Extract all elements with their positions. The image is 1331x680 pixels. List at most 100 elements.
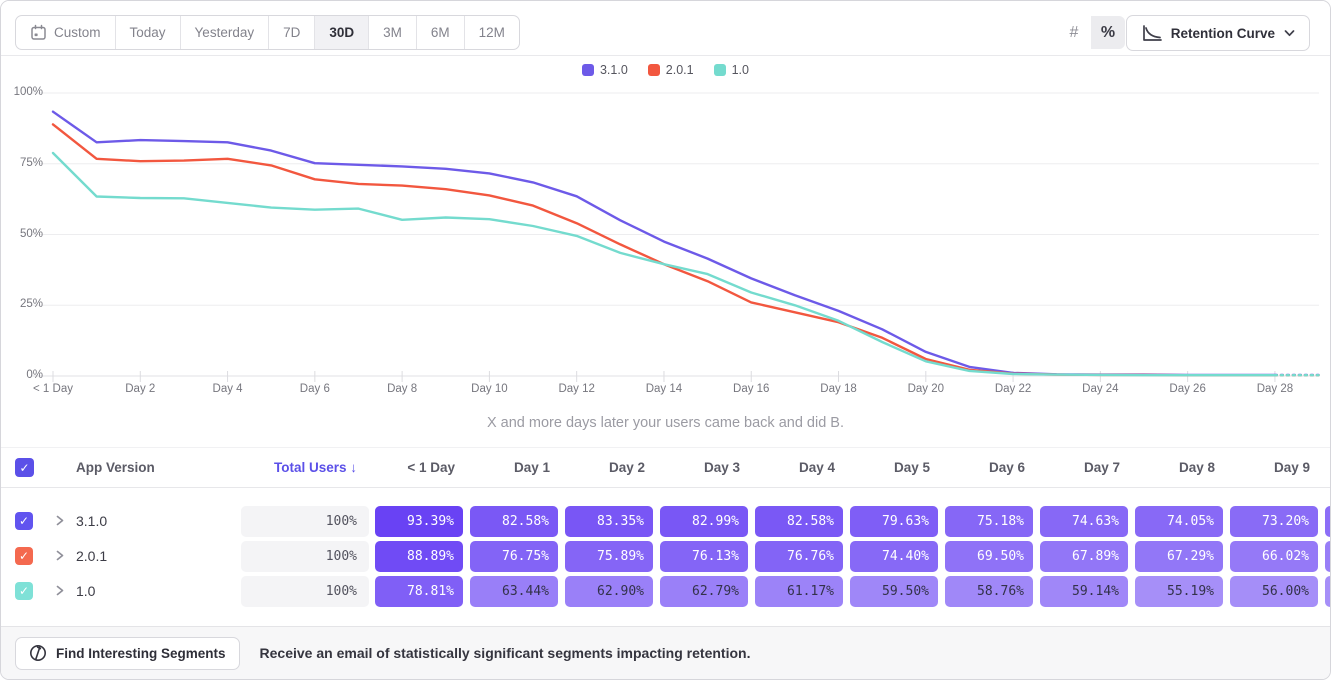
column-header-day-2[interactable]: Day 2 (608, 460, 645, 475)
retention-cell[interactable]: 93.39% (375, 506, 463, 537)
legend-item-1.0[interactable]: 1.0 (713, 63, 749, 77)
retention-cell[interactable]: 78.81% (375, 576, 463, 607)
retention-cell[interactable]: 83.35% (565, 506, 653, 537)
select-all-checkbox[interactable]: ✓ (15, 458, 34, 477)
column-header-day-6[interactable]: Day 6 (988, 460, 1025, 475)
x-axis-tick-label: Day 12 (558, 383, 595, 395)
column-header-day-1[interactable]: Day 1 (513, 460, 550, 475)
column-header-day-4[interactable]: Day 4 (798, 460, 835, 475)
range-3m[interactable]: 3M (369, 16, 417, 49)
table-row-3.1.0: ✓ 3.1.0 100% 93.39% 82.58% 83.35% 82.99% 82.58%… (1, 506, 1330, 537)
column-header-day-9[interactable]: Day 9 (1273, 460, 1310, 475)
find-interesting-segments-button[interactable]: Find Interesting Segments (15, 636, 240, 670)
legend-swatch (647, 64, 660, 76)
range-label: 3M (383, 25, 402, 40)
retention-cell[interactable]: 82.99% (660, 506, 748, 537)
range-today[interactable]: Today (116, 16, 181, 49)
retention-cell[interactable]: 63.80% (1325, 541, 1330, 572)
range-12m[interactable]: 12M (465, 16, 519, 49)
retention-cell[interactable]: 56.00% (1230, 576, 1318, 607)
retention-cell[interactable]: 62.79% (660, 576, 748, 607)
series-line-1.0 (51, 151, 1277, 377)
retention-cell[interactable]: 74.05% (1135, 506, 1223, 537)
legend-swatch (581, 64, 594, 76)
retention-cell[interactable]: 66.02% (1230, 541, 1318, 572)
retention-cell[interactable]: 62.90% (565, 576, 653, 607)
range-label: 6M (430, 25, 450, 40)
retention-table: ✓ App Version Total Users ↓ < 1 Day Day 1… (1, 447, 1330, 612)
retention-cell[interactable]: 88.89% (375, 541, 463, 572)
legend-label: 1.0 (731, 63, 749, 77)
chart-legend: 3.1.0 2.0.1 1.0 (1, 63, 1330, 77)
range-yesterday[interactable]: Yesterday (181, 16, 270, 49)
retention-chart (31, 92, 1320, 382)
series-line-2.0.1 (51, 123, 1277, 377)
retention-cell[interactable]: 74.63% (1040, 506, 1128, 537)
range-label: Custom (54, 25, 101, 40)
table-row-1.0: ✓ 1.0 100% 78.81% 63.44% 62.90% 62.79% 61.17% 59… (1, 576, 1330, 607)
retention-cell[interactable]: 67.29% (1135, 541, 1223, 572)
retention-cell[interactable]: 59.14% (1040, 576, 1128, 607)
legend-item-2.0.1[interactable]: 2.0.1 (647, 63, 694, 77)
chart-type-dropdown[interactable]: Retention Curve (1125, 15, 1310, 51)
retention-cell[interactable]: 73.20% (1230, 506, 1318, 537)
y-axis-tick-label: 0% (26, 369, 43, 381)
retention-cell[interactable]: 75.89% (565, 541, 653, 572)
retention-cell[interactable]: 63.44% (470, 576, 558, 607)
calendar-icon (30, 24, 47, 41)
range-7d[interactable]: 7D (269, 16, 316, 49)
total-users-cell: 100% (241, 541, 369, 572)
range-label: 12M (478, 25, 505, 40)
expand-chevron-icon[interactable] (53, 584, 66, 602)
retention-cell[interactable]: 71.60% (1325, 506, 1330, 537)
retention-cell[interactable]: 55.40% (1325, 576, 1330, 607)
retention-cell[interactable]: 55.19% (1135, 576, 1223, 607)
toolbar: Custom Today Yesterday 7D 30D 3M 6M 12M #% Rete… (1, 1, 1330, 56)
retention-cell[interactable]: 82.58% (755, 506, 843, 537)
column-header-day-3[interactable]: Day 3 (703, 460, 740, 475)
column-header-1-day[interactable]: < 1 Day (407, 460, 455, 475)
range-custom[interactable]: Custom (16, 16, 116, 49)
segments-button-label: Find Interesting Segments (56, 645, 226, 661)
row-checkbox-1.0[interactable]: ✓ (15, 582, 33, 600)
range-label: 7D (283, 25, 301, 40)
retention-cell[interactable]: 79.63% (850, 506, 938, 537)
x-axis-tick-label: Day 10 (471, 383, 508, 395)
column-header-day-8[interactable]: Day 8 (1178, 460, 1215, 475)
x-axis-tick-label: Day 6 (299, 383, 330, 395)
row-checkbox-3.1.0[interactable]: ✓ (15, 512, 33, 530)
expand-chevron-icon[interactable] (53, 514, 66, 532)
y-axis-tick-label: 100% (13, 86, 43, 98)
legend-item-3.1.0[interactable]: 3.1.0 (581, 63, 628, 77)
column-header-day-5[interactable]: Day 5 (893, 460, 930, 475)
y-axis-tick-label: 75% (19, 156, 43, 169)
percent-format-icon[interactable]: % (1091, 16, 1125, 49)
absolute-format-icon[interactable]: # (1057, 16, 1091, 49)
column-header-total-users[interactable]: Total Users ↓ (273, 460, 357, 475)
retention-cell[interactable]: 75.18% (945, 506, 1033, 537)
range-6m[interactable]: 6M (417, 16, 465, 49)
x-axis-tick-label: < 1 Day (33, 383, 73, 395)
column-header-day-7[interactable]: Day 7 (1083, 460, 1120, 475)
retention-cell[interactable]: 76.75% (470, 541, 558, 572)
sort-descending-icon: ↓ (350, 460, 357, 475)
retention-cell[interactable]: 76.76% (755, 541, 843, 572)
retention-cell[interactable]: 69.50% (945, 541, 1033, 572)
retention-cell[interactable]: 76.13% (660, 541, 748, 572)
x-axis-tick-label: Day 24 (1082, 383, 1119, 395)
range-30d[interactable]: 30D (315, 16, 370, 49)
retention-curve-icon (1141, 24, 1162, 43)
row-checkbox-2.0.1[interactable]: ✓ (15, 547, 33, 565)
legend-swatch (713, 64, 726, 76)
retention-cell[interactable]: 82.58% (470, 506, 558, 537)
format-toggle-group: #% (1057, 16, 1125, 49)
retention-cell[interactable]: 58.76% (945, 576, 1033, 607)
x-axis-tick-label: Day 18 (820, 383, 857, 395)
retention-cell[interactable]: 74.40% (850, 541, 938, 572)
retention-cell[interactable]: 59.50% (850, 576, 938, 607)
row-version-label: 3.1.0 (76, 513, 108, 529)
retention-cell[interactable]: 67.89% (1040, 541, 1128, 572)
y-axis-tick-label: 25% (19, 298, 43, 311)
retention-cell[interactable]: 61.17% (755, 576, 843, 607)
expand-chevron-icon[interactable] (53, 549, 66, 567)
